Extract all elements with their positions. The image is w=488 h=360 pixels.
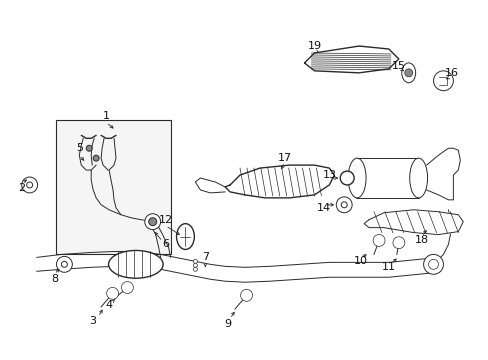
Circle shape	[144, 214, 161, 230]
Circle shape	[394, 239, 402, 247]
Circle shape	[27, 182, 33, 188]
Text: 18: 18	[414, 234, 428, 244]
Polygon shape	[355, 158, 418, 198]
Circle shape	[340, 171, 353, 185]
Circle shape	[93, 155, 99, 161]
Circle shape	[123, 284, 131, 292]
Ellipse shape	[108, 251, 163, 278]
Text: 12: 12	[158, 215, 172, 225]
Polygon shape	[304, 46, 398, 73]
Circle shape	[240, 289, 252, 301]
Ellipse shape	[176, 224, 194, 249]
Text: 19: 19	[307, 41, 321, 51]
Text: 11: 11	[381, 262, 395, 272]
Circle shape	[148, 218, 156, 226]
Text: 14: 14	[317, 203, 331, 213]
Ellipse shape	[347, 158, 366, 198]
Text: 2: 2	[18, 183, 25, 193]
Circle shape	[242, 291, 250, 299]
Polygon shape	[224, 165, 334, 198]
Circle shape	[121, 282, 133, 293]
Circle shape	[423, 255, 443, 274]
Text: 10: 10	[353, 256, 367, 266]
Circle shape	[56, 256, 72, 272]
Circle shape	[341, 202, 346, 208]
Circle shape	[61, 261, 67, 267]
Text: 9: 9	[224, 319, 231, 329]
Circle shape	[21, 177, 38, 193]
Circle shape	[433, 71, 452, 91]
Text: 8: 8	[51, 274, 58, 284]
Bar	[56, 121, 170, 255]
Text: 13: 13	[322, 170, 336, 180]
Text: 5: 5	[76, 143, 82, 153]
Text: 15: 15	[391, 61, 405, 71]
Circle shape	[106, 287, 118, 299]
Circle shape	[193, 264, 197, 267]
Text: 6: 6	[162, 239, 169, 249]
Circle shape	[193, 267, 197, 271]
Circle shape	[372, 234, 384, 246]
Polygon shape	[364, 210, 462, 235]
Text: 4: 4	[105, 300, 112, 310]
Polygon shape	[195, 178, 224, 193]
Text: 17: 17	[277, 153, 291, 163]
Text: 7: 7	[202, 252, 208, 262]
Ellipse shape	[409, 158, 427, 198]
Circle shape	[193, 260, 197, 264]
Circle shape	[86, 145, 92, 151]
Circle shape	[336, 197, 351, 213]
Text: 16: 16	[444, 68, 457, 78]
Circle shape	[392, 237, 404, 249]
Text: 1: 1	[102, 111, 109, 121]
Ellipse shape	[401, 63, 415, 83]
Text: 3: 3	[89, 316, 97, 326]
Circle shape	[108, 289, 116, 297]
Circle shape	[374, 237, 382, 244]
Circle shape	[427, 260, 438, 269]
Circle shape	[404, 69, 412, 77]
